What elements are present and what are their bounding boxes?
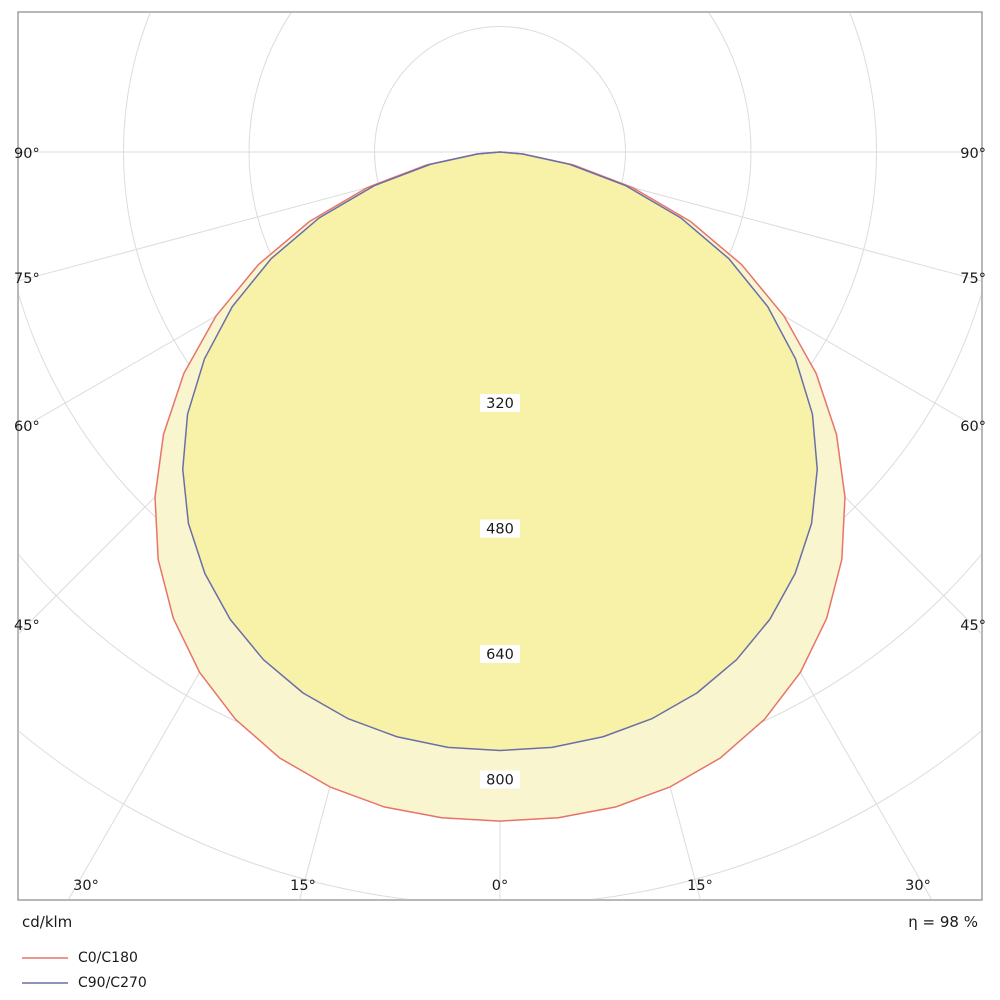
angle-label-left-45: 45° (14, 618, 40, 634)
angle-label-bottom-1: 15° (290, 878, 316, 894)
unit-label: cd/klm (22, 913, 72, 931)
fill-c90-c270 (182, 152, 818, 751)
distribution-curves (154, 151, 846, 822)
radial-label-backdrop (480, 394, 520, 412)
angle-label-right-60: 60° (960, 419, 986, 435)
efficiency-label: η = 98 % (908, 913, 978, 931)
radial-tick-label: 640 (486, 647, 514, 663)
angle-label-left-75: 75° (14, 271, 40, 287)
angle-label-right-90: 90° (960, 146, 986, 162)
angle-tick-labels: 90° 75° 60° 45° 90° 75° 60° 45° 30° 15° 0° 15° 30° (14, 146, 986, 894)
radial-label-backdrop (480, 770, 520, 789)
radial-label-backdrop (480, 519, 520, 538)
legend-label-0: C0/C180 (78, 950, 138, 966)
angle-label-bottom-4: 30° (905, 878, 931, 894)
angle-label-bottom-2: 0° (492, 878, 508, 894)
radial-label-backdrop (480, 645, 520, 663)
angle-label-bottom-0: 30° (73, 878, 99, 894)
radial-tick-label: 320 (486, 396, 514, 412)
angle-label-bottom-3: 15° (687, 878, 713, 894)
angle-label-right-75: 75° (960, 271, 986, 287)
angle-label-left-60: 60° (14, 419, 40, 435)
grid-spoke (499, 151, 981, 282)
angle-label-right-45: 45° (960, 618, 986, 634)
radial-tick-labels: 320 480 640 800 (480, 394, 520, 789)
curve-c0-c180 (154, 151, 846, 822)
legend-label-1: C90/C270 (78, 975, 147, 991)
radial-tick-label: 480 (486, 522, 514, 538)
curve-c90-c270 (182, 151, 818, 752)
grid-spoke (19, 151, 501, 282)
radial-tick-label: 800 (486, 773, 514, 789)
legend: C0/C180 C90/C270 (22, 950, 147, 991)
distribution-fill (155, 152, 845, 822)
angle-label-left-90: 90° (14, 146, 40, 162)
